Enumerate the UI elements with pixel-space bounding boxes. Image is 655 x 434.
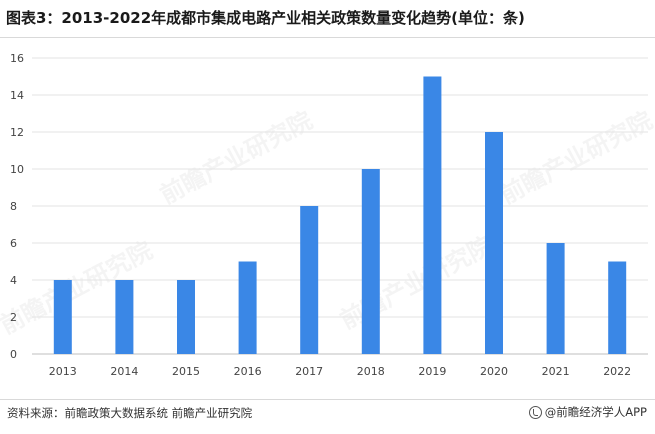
x-tick-label: 2022 <box>603 365 631 378</box>
y-tick-label: 6 <box>10 237 17 250</box>
bar-2022 <box>608 261 627 354</box>
y-axis-tick-labels: 0 2 4 6 8 10 12 14 16 <box>10 52 24 361</box>
gridlines <box>32 57 648 355</box>
x-tick-label: 2020 <box>480 365 508 378</box>
x-tick-label: 2021 <box>542 365 570 378</box>
x-tick-label: 2018 <box>357 365 385 378</box>
bar-2013 <box>53 280 72 354</box>
brand-credit: @前瞻经济学人APP <box>528 404 647 420</box>
x-tick-label: 2015 <box>172 365 200 378</box>
source-note: 资料来源：前瞻政策大数据系统 前瞻产业研究院 <box>7 406 253 420</box>
y-tick-label: 4 <box>10 274 17 287</box>
x-tick-label: 2016 <box>234 365 262 378</box>
footer-divider <box>0 399 655 400</box>
y-tick-label: 12 <box>10 126 24 139</box>
x-tick-label: 2019 <box>418 365 446 378</box>
bar-2017 <box>300 206 319 354</box>
bar-2020 <box>485 132 503 354</box>
chart-title: 图表3：2013-2022年成都市集成电路产业相关政策数量变化趋势(单位：条) <box>6 9 525 27</box>
bar-2019 <box>423 76 442 354</box>
x-tick-label: 2014 <box>110 365 138 378</box>
y-tick-label: 0 <box>10 348 17 361</box>
brand-logo-icon <box>528 405 542 419</box>
watermark-text: 前瞻产业研究院 <box>156 106 317 210</box>
watermark-text: 前瞻产业研究院 <box>496 106 655 210</box>
bars <box>53 76 627 354</box>
x-axis-tick-labels: 2013 2014 2015 2016 2017 2018 2019 2020 2021 2022 <box>49 365 631 378</box>
bar-2021 <box>546 243 565 354</box>
bar-2014 <box>115 280 134 354</box>
y-tick-label: 16 <box>10 52 24 65</box>
y-tick-label: 8 <box>10 200 17 213</box>
watermark-text: 前瞻产业研究院 <box>0 236 157 340</box>
x-tick-label: 2013 <box>49 365 77 378</box>
bar-2015 <box>177 280 195 354</box>
x-tick-label: 2017 <box>295 365 323 378</box>
y-tick-label: 10 <box>10 163 24 176</box>
y-tick-label: 14 <box>10 89 24 102</box>
y-tick-label: 2 <box>10 311 17 324</box>
bar-2016 <box>238 261 257 354</box>
watermark-text: 前瞻产业研究院 <box>336 231 497 335</box>
title-divider <box>0 37 655 38</box>
bar-2018 <box>361 169 380 354</box>
brand-credit-text: @前瞻经济学人APP <box>544 405 647 419</box>
